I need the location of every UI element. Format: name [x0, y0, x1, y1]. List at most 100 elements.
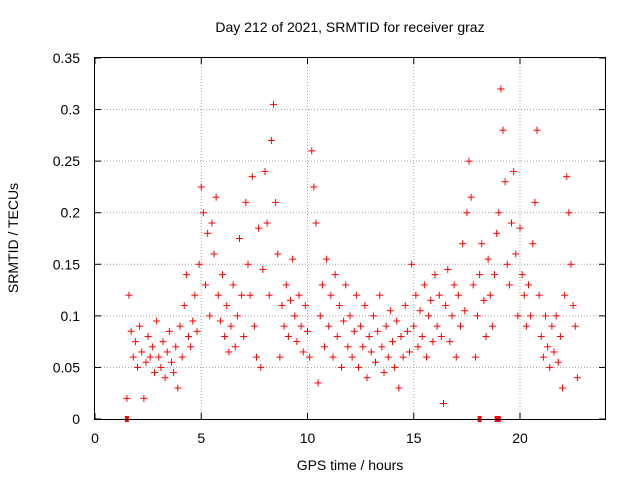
- data-point-SRMTID-16: [157, 363, 165, 371]
- data-point-SRMTID-105: [346, 312, 354, 320]
- data-point-SRMTID-77: [287, 296, 294, 304]
- data-point-SRMTID-195: [537, 332, 545, 340]
- data-point-SRMTID-166: [476, 271, 484, 279]
- data-point-SRMTID-49: [227, 322, 235, 330]
- y-tick-label-0.25: 0.25: [53, 153, 80, 169]
- data-point-SRMTID-38: [204, 229, 212, 237]
- data-point-SRMTID-136: [412, 291, 420, 299]
- data-point-SRMTID-45: [219, 271, 226, 279]
- data-point-SRMTID-25: [176, 322, 184, 330]
- data-point-SRMTID-95: [325, 322, 333, 330]
- data-point-SRMTID-10: [144, 332, 152, 340]
- chart-title: Day 212 of 2021, SRMTID for receiver gra…: [215, 19, 484, 35]
- data-point-SRMTID-103: [342, 281, 350, 289]
- x-tick-label-10: 10: [300, 430, 316, 446]
- data-point-SRMTID-203: [554, 358, 562, 366]
- data-point-SRMTID-70: [272, 198, 280, 206]
- data-point-SRMTID-79: [291, 312, 299, 320]
- data-point-SRMTID-115: [367, 348, 375, 356]
- data-point-SRMTID-190: [527, 312, 535, 320]
- data-point-SRMTID-181: [508, 219, 515, 227]
- data-point-SRMTID-29: [185, 332, 192, 340]
- data-point-SRMTID-75: [282, 281, 290, 289]
- data-point-SRMTID-30: [187, 343, 195, 351]
- data-point-SRMTID-170: [484, 255, 492, 263]
- data-point-SRMTID-58: [246, 291, 254, 299]
- y-tick-label-0.2: 0.2: [61, 205, 81, 221]
- data-point-SRMTID-92: [318, 281, 326, 289]
- data-point-SRMTID-180: [505, 281, 513, 289]
- data-point-SRMTID-168: [480, 296, 488, 304]
- data-point-SRMTID-41: [210, 250, 218, 258]
- data-point-SRMTID-154: [450, 281, 458, 289]
- data-point-SRMTID-48: [225, 348, 233, 356]
- data-point-SRMTID-88: [310, 183, 318, 191]
- x-tick-label-15: 15: [406, 430, 422, 446]
- data-point-SRMTID-86: [306, 353, 314, 361]
- data-point-SRMTID-194: [535, 291, 543, 299]
- data-point-SRMTID-128: [395, 384, 403, 392]
- data-point-SRMTID-107: [350, 327, 358, 335]
- data-point-SRMTID-171: [486, 291, 494, 299]
- x-tick-label-20: 20: [512, 430, 528, 446]
- data-point-SRMTID-74: [280, 322, 288, 330]
- data-point-SRMTID-127: [393, 317, 401, 325]
- data-point-SRMTID-13: [151, 369, 158, 377]
- data-point-SRMTID-134: [408, 260, 416, 268]
- data-point-SRMTID-147: [435, 291, 443, 299]
- data-point-SRMTID-184: [514, 312, 522, 320]
- data-point-SRMTID-94: [323, 255, 331, 263]
- data-point-SRMTID-197: [542, 312, 549, 320]
- data-point-SRMTID-17: [159, 338, 167, 346]
- data-point-SRMTID-11: [146, 353, 154, 361]
- data-point-SRMTID-123: [384, 353, 392, 361]
- data-point-SRMTID-114: [365, 332, 373, 340]
- data-point-SRMTID-178: [501, 178, 509, 186]
- data-point-SRMTID-93: [321, 343, 328, 351]
- y-tick-label-0.3: 0.3: [61, 102, 81, 118]
- data-point-SRMTID-157: [457, 322, 464, 330]
- data-point-SRMTID-210: [569, 302, 577, 310]
- data-point-SRMTID-54: [238, 291, 246, 299]
- y-tick-label-0.15: 0.15: [53, 256, 80, 272]
- data-point-SRMTID-21: [168, 358, 175, 366]
- data-point-SRMTID-173: [491, 271, 498, 279]
- data-point-SRMTID-189: [525, 281, 532, 289]
- data-point-SRMTID-61: [253, 353, 260, 361]
- data-point-SRMTID-18: [161, 374, 169, 382]
- data-point-SRMTID-82: [297, 322, 305, 330]
- data-point-SRMTID-6: [136, 322, 144, 330]
- data-point-SRMTID-9: [142, 358, 150, 366]
- data-point-SRMTID-85: [304, 327, 311, 335]
- data-point-SRMTID-8: [140, 394, 148, 402]
- data-point-SRMTID-126: [391, 363, 399, 371]
- data-point-SRMTID-156: [454, 291, 462, 299]
- data-point-SRMTID-90: [314, 379, 322, 387]
- data-point-SRMTID-81: [295, 291, 303, 299]
- data-point-SRMTID-186: [518, 271, 526, 279]
- data-point-SRMTID-71: [274, 250, 282, 258]
- data-point-SRMTID-150: [442, 302, 450, 310]
- x-axis-label: GPS time / hours: [297, 457, 404, 473]
- y-tick-label-0: 0: [72, 411, 80, 427]
- data-point-SRMTID-76: [284, 332, 292, 340]
- data-point-SRMTID-52: [233, 312, 241, 320]
- data-point-SRMTID-104: [344, 343, 352, 351]
- data-point-SRMTID-69: [270, 100, 277, 108]
- data-point-SRMTID-119: [376, 291, 384, 299]
- data-point-SRMTID-100: [335, 302, 343, 310]
- data-point-SRMTID-191: [529, 240, 537, 248]
- data-point-SRMTID-131: [401, 302, 409, 310]
- data-point-SRMTID-187: [520, 291, 528, 299]
- data-point-SRMTID-73: [278, 302, 286, 310]
- data-point-SRMTID-0: [123, 394, 131, 402]
- data-point-SRMTID-72: [276, 353, 284, 361]
- data-point-SRMTID-146: [433, 322, 441, 330]
- data-point-SRMTID-122: [382, 322, 390, 330]
- data-point-SRMTID-138: [416, 307, 424, 315]
- data-point-SRMTID-183: [512, 250, 520, 258]
- data-point-SRMTID-209: [567, 260, 575, 268]
- data-point-SRMTID-50: [229, 281, 237, 289]
